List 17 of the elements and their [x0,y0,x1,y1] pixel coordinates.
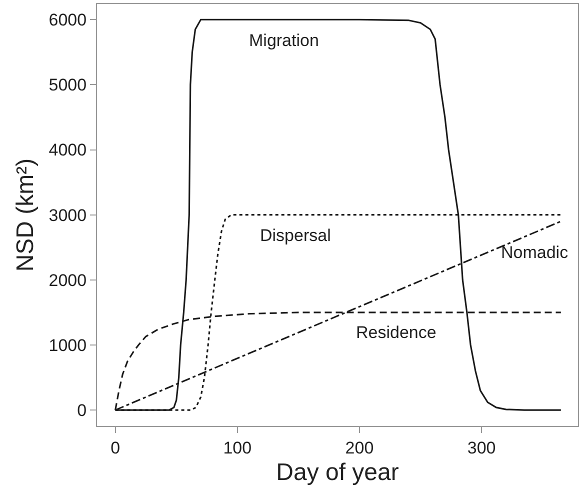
x-tick-label: 200 [345,438,374,458]
annotation: Nomadic [501,243,569,262]
y-tick-label: 0 [77,401,87,420]
y-tick-label: 1000 [48,336,87,355]
y-tick-label: 5000 [48,76,87,95]
y-tick-label: 3000 [48,206,87,225]
x-axis-title: Day of year [276,459,399,486]
x-tick-label: 0 [110,438,120,458]
x-tick-label: 100 [223,438,252,458]
annotation: Dispersal [260,226,331,245]
annotation: Residence [356,323,436,342]
annotation: Migration [249,31,319,50]
y-axis-title: NSD (km²) [12,158,39,272]
y-tick-label: 2000 [48,270,87,290]
x-tick-label: 300 [467,438,496,458]
y-tick-label: 4000 [48,140,87,160]
y-tick-label: 6000 [48,10,87,30]
